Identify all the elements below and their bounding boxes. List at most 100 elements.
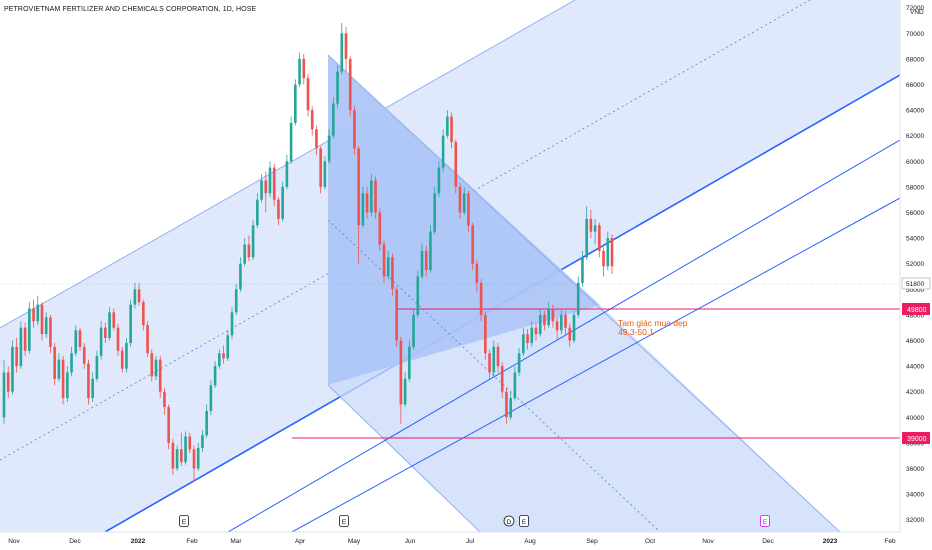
candle[interactable] bbox=[458, 183, 462, 219]
candle[interactable] bbox=[589, 209, 593, 239]
candle[interactable] bbox=[23, 322, 27, 356]
candle[interactable] bbox=[150, 349, 154, 382]
candle[interactable] bbox=[192, 445, 196, 482]
candle[interactable] bbox=[564, 311, 567, 335]
pitchfork-left-edge[interactable] bbox=[327, 54, 841, 532]
candle[interactable] bbox=[446, 110, 449, 139]
candle[interactable] bbox=[522, 327, 525, 356]
candle[interactable] bbox=[526, 328, 529, 350]
candle[interactable] bbox=[500, 362, 504, 399]
candle[interactable] bbox=[175, 445, 179, 472]
candle[interactable] bbox=[530, 321, 534, 347]
candle[interactable] bbox=[213, 360, 217, 388]
candle[interactable] bbox=[201, 430, 204, 452]
candle[interactable] bbox=[386, 250, 390, 280]
candle[interactable] bbox=[125, 337, 128, 373]
candle[interactable] bbox=[598, 222, 601, 258]
candle[interactable] bbox=[209, 380, 213, 415]
candle[interactable] bbox=[91, 372, 94, 402]
candle[interactable] bbox=[82, 343, 86, 369]
annotation-line1[interactable]: Tam giác mua đẹp bbox=[618, 318, 688, 328]
candle[interactable] bbox=[348, 56, 352, 117]
candle[interactable] bbox=[247, 235, 251, 262]
candle[interactable] bbox=[40, 302, 44, 341]
candle[interactable] bbox=[370, 174, 373, 217]
candle[interactable] bbox=[568, 323, 572, 347]
candle[interactable] bbox=[551, 304, 555, 328]
candle[interactable] bbox=[87, 359, 90, 405]
candle[interactable] bbox=[395, 286, 398, 347]
candle[interactable] bbox=[218, 349, 221, 369]
candle[interactable] bbox=[471, 222, 474, 271]
candle[interactable] bbox=[424, 245, 428, 277]
candle[interactable] bbox=[610, 234, 614, 274]
candle[interactable] bbox=[382, 240, 386, 283]
candles-layer[interactable] bbox=[2, 23, 614, 482]
candle[interactable] bbox=[116, 323, 120, 356]
candle[interactable] bbox=[429, 225, 432, 273]
candle[interactable] bbox=[585, 206, 588, 260]
candle[interactable] bbox=[403, 372, 407, 408]
candle[interactable] bbox=[32, 299, 35, 328]
candle[interactable] bbox=[399, 336, 403, 424]
drawings-layer[interactable] bbox=[0, 0, 900, 532]
candle[interactable] bbox=[188, 432, 192, 454]
candle[interactable] bbox=[234, 284, 238, 315]
candle[interactable] bbox=[513, 366, 517, 401]
candle[interactable] bbox=[340, 23, 344, 75]
candle[interactable] bbox=[391, 253, 394, 296]
candle[interactable] bbox=[167, 404, 170, 450]
candle[interactable] bbox=[509, 391, 512, 420]
candle[interactable] bbox=[61, 355, 65, 405]
candle[interactable] bbox=[484, 311, 487, 360]
candle[interactable] bbox=[505, 387, 508, 424]
candle[interactable] bbox=[180, 432, 183, 466]
candle[interactable] bbox=[281, 181, 284, 222]
candle[interactable] bbox=[420, 243, 424, 280]
candle[interactable] bbox=[171, 439, 175, 475]
event-marker[interactable]: E bbox=[339, 515, 349, 527]
candle[interactable] bbox=[547, 302, 550, 328]
candle[interactable] bbox=[450, 112, 453, 149]
candle[interactable] bbox=[336, 65, 339, 108]
candle[interactable] bbox=[230, 307, 234, 340]
candle[interactable] bbox=[294, 79, 297, 126]
candle[interactable] bbox=[277, 197, 280, 226]
candle[interactable] bbox=[517, 348, 521, 377]
parallel-line-2[interactable] bbox=[291, 197, 900, 532]
candle[interactable] bbox=[560, 309, 563, 335]
candle[interactable] bbox=[433, 186, 436, 235]
candle[interactable] bbox=[285, 154, 289, 190]
time-axis[interactable]: Nov Dec 2022 Feb Mar Apr May Jun Jul Aug Sep Oct Nov… bbox=[0, 531, 900, 545]
candle[interactable] bbox=[239, 257, 242, 292]
candle[interactable] bbox=[298, 52, 301, 88]
candle[interactable] bbox=[57, 353, 61, 382]
candle[interactable] bbox=[496, 343, 500, 373]
candle[interactable] bbox=[108, 307, 111, 341]
candle[interactable] bbox=[243, 238, 246, 267]
candle[interactable] bbox=[196, 442, 200, 472]
candle[interactable] bbox=[129, 299, 132, 347]
candle[interactable] bbox=[462, 186, 466, 216]
candle[interactable] bbox=[264, 171, 268, 213]
candle[interactable] bbox=[260, 174, 263, 203]
event-marker[interactable]: E bbox=[179, 515, 189, 527]
candle[interactable] bbox=[353, 106, 356, 155]
candle[interactable] bbox=[479, 279, 483, 322]
candle[interactable] bbox=[2, 359, 6, 424]
candle[interactable] bbox=[454, 139, 458, 194]
annotation-line2[interactable]: 49.3-50.1 bbox=[618, 327, 654, 337]
candle[interactable] bbox=[272, 163, 276, 207]
candle[interactable] bbox=[593, 218, 597, 245]
candle[interactable] bbox=[289, 116, 293, 164]
candle[interactable] bbox=[555, 317, 559, 341]
candle[interactable] bbox=[112, 308, 116, 331]
candle[interactable] bbox=[163, 387, 166, 415]
pitchfork-right-edge[interactable] bbox=[327, 384, 481, 532]
candle[interactable] bbox=[441, 129, 445, 172]
candle[interactable] bbox=[606, 231, 610, 271]
candle[interactable] bbox=[306, 74, 310, 117]
candle[interactable] bbox=[302, 53, 306, 85]
